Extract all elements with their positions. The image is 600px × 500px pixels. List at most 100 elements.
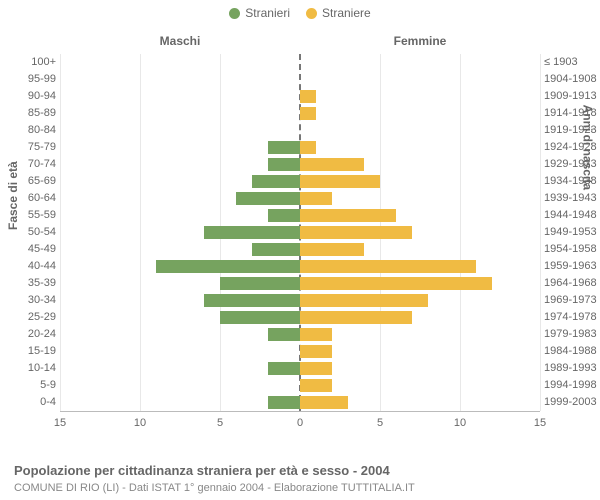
birth-year-label: 1964-1968 bbox=[544, 275, 600, 292]
legend-item: Stranieri bbox=[229, 6, 290, 20]
x-tick-label: 15 bbox=[54, 417, 66, 429]
bar-female bbox=[300, 141, 316, 154]
table-row: 50-541949-1953 bbox=[60, 224, 540, 241]
bar-female bbox=[300, 209, 396, 222]
legend-swatch bbox=[306, 8, 317, 19]
bar-male bbox=[220, 311, 300, 324]
age-label: 90-94 bbox=[0, 88, 56, 105]
age-label: 95-99 bbox=[0, 71, 56, 88]
legend: Stranieri Straniere bbox=[0, 6, 600, 22]
birth-year-label: 1989-1993 bbox=[544, 360, 600, 377]
bar-female bbox=[300, 175, 380, 188]
birth-year-label: 1949-1953 bbox=[544, 224, 600, 241]
table-row: 45-491954-1958 bbox=[60, 241, 540, 258]
table-row: 55-591944-1948 bbox=[60, 207, 540, 224]
chart-caption: Popolazione per cittadinanza straniera p… bbox=[14, 463, 390, 478]
legend-item: Straniere bbox=[306, 6, 371, 20]
table-row: 95-991904-1908 bbox=[60, 71, 540, 88]
table-row: 15-191984-1988 bbox=[60, 343, 540, 360]
birth-year-label: 1939-1943 bbox=[544, 190, 600, 207]
x-axis: 15105051015 bbox=[60, 411, 540, 441]
bar-male bbox=[268, 158, 300, 171]
age-label: 0-4 bbox=[0, 394, 56, 411]
birth-year-label: 1969-1973 bbox=[544, 292, 600, 309]
bar-female bbox=[300, 107, 316, 120]
legend-label: Stranieri bbox=[245, 6, 290, 20]
bar-male bbox=[236, 192, 300, 205]
bar-female bbox=[300, 379, 332, 392]
age-label: 20-24 bbox=[0, 326, 56, 343]
x-tick-label: 15 bbox=[534, 417, 546, 429]
table-row: 65-691934-1938 bbox=[60, 173, 540, 190]
table-row: 5-91994-1998 bbox=[60, 377, 540, 394]
birth-year-label: 1924-1928 bbox=[544, 139, 600, 156]
bar-male bbox=[220, 277, 300, 290]
bar-male bbox=[268, 141, 300, 154]
table-row: 20-241979-1983 bbox=[60, 326, 540, 343]
birth-year-label: 1954-1958 bbox=[544, 241, 600, 258]
table-row: 10-141989-1993 bbox=[60, 360, 540, 377]
bar-male bbox=[204, 294, 300, 307]
x-tick-label: 5 bbox=[217, 417, 223, 429]
table-row: 100+≤ 1903 bbox=[60, 54, 540, 71]
x-axis-line bbox=[60, 411, 540, 412]
chart-rows: 100+≤ 190395-991904-190890-941909-191385… bbox=[60, 54, 540, 411]
birth-year-label: 1959-1963 bbox=[544, 258, 600, 275]
table-row: 40-441959-1963 bbox=[60, 258, 540, 275]
birth-year-label: 1999-2003 bbox=[544, 394, 600, 411]
age-label: 30-34 bbox=[0, 292, 56, 309]
x-tick-label: 5 bbox=[377, 417, 383, 429]
table-row: 75-791924-1928 bbox=[60, 139, 540, 156]
birth-year-label: 1909-1913 bbox=[544, 88, 600, 105]
table-row: 30-341969-1973 bbox=[60, 292, 540, 309]
birth-year-label: 1979-1983 bbox=[544, 326, 600, 343]
table-row: 85-891914-1918 bbox=[60, 105, 540, 122]
age-label: 35-39 bbox=[0, 275, 56, 292]
bar-female bbox=[300, 396, 348, 409]
birth-year-label: 1934-1938 bbox=[544, 173, 600, 190]
bar-female bbox=[300, 362, 332, 375]
table-row: 90-941909-1913 bbox=[60, 88, 540, 105]
legend-swatch bbox=[229, 8, 240, 19]
birth-year-label: 1994-1998 bbox=[544, 377, 600, 394]
bar-female bbox=[300, 260, 476, 273]
age-label: 75-79 bbox=[0, 139, 56, 156]
bar-male bbox=[268, 362, 300, 375]
age-label: 25-29 bbox=[0, 309, 56, 326]
age-label: 5-9 bbox=[0, 377, 56, 394]
chart-subcaption: COMUNE DI RIO (LI) - Dati ISTAT 1° genna… bbox=[14, 482, 415, 494]
column-header-female: Femmine bbox=[300, 34, 540, 48]
bar-male bbox=[156, 260, 300, 273]
bar-female bbox=[300, 243, 364, 256]
birth-year-label: ≤ 1903 bbox=[544, 54, 600, 71]
bar-male bbox=[252, 175, 300, 188]
bar-female bbox=[300, 277, 492, 290]
bar-female bbox=[300, 294, 428, 307]
x-tick-label: 0 bbox=[297, 417, 303, 429]
birth-year-label: 1919-1923 bbox=[544, 122, 600, 139]
x-tick-label: 10 bbox=[134, 417, 146, 429]
birth-year-label: 1974-1978 bbox=[544, 309, 600, 326]
age-label: 70-74 bbox=[0, 156, 56, 173]
column-header-male: Maschi bbox=[60, 34, 300, 48]
chart-container: StranieriStraniere Fasce di età Anni di … bbox=[0, 0, 600, 500]
table-row: 0-41999-2003 bbox=[60, 394, 540, 411]
age-label: 100+ bbox=[0, 54, 56, 71]
bar-female bbox=[300, 226, 412, 239]
age-label: 10-14 bbox=[0, 360, 56, 377]
birth-year-label: 1944-1948 bbox=[544, 207, 600, 224]
x-tick-label: 10 bbox=[454, 417, 466, 429]
table-row: 70-741929-1933 bbox=[60, 156, 540, 173]
age-label: 60-64 bbox=[0, 190, 56, 207]
gridline bbox=[540, 54, 541, 411]
table-row: 35-391964-1968 bbox=[60, 275, 540, 292]
table-row: 80-841919-1923 bbox=[60, 122, 540, 139]
bar-male bbox=[268, 328, 300, 341]
bar-female bbox=[300, 158, 364, 171]
bar-female bbox=[300, 328, 332, 341]
table-row: 25-291974-1978 bbox=[60, 309, 540, 326]
birth-year-label: 1929-1933 bbox=[544, 156, 600, 173]
bar-female bbox=[300, 311, 412, 324]
age-label: 50-54 bbox=[0, 224, 56, 241]
birth-year-label: 1984-1988 bbox=[544, 343, 600, 360]
